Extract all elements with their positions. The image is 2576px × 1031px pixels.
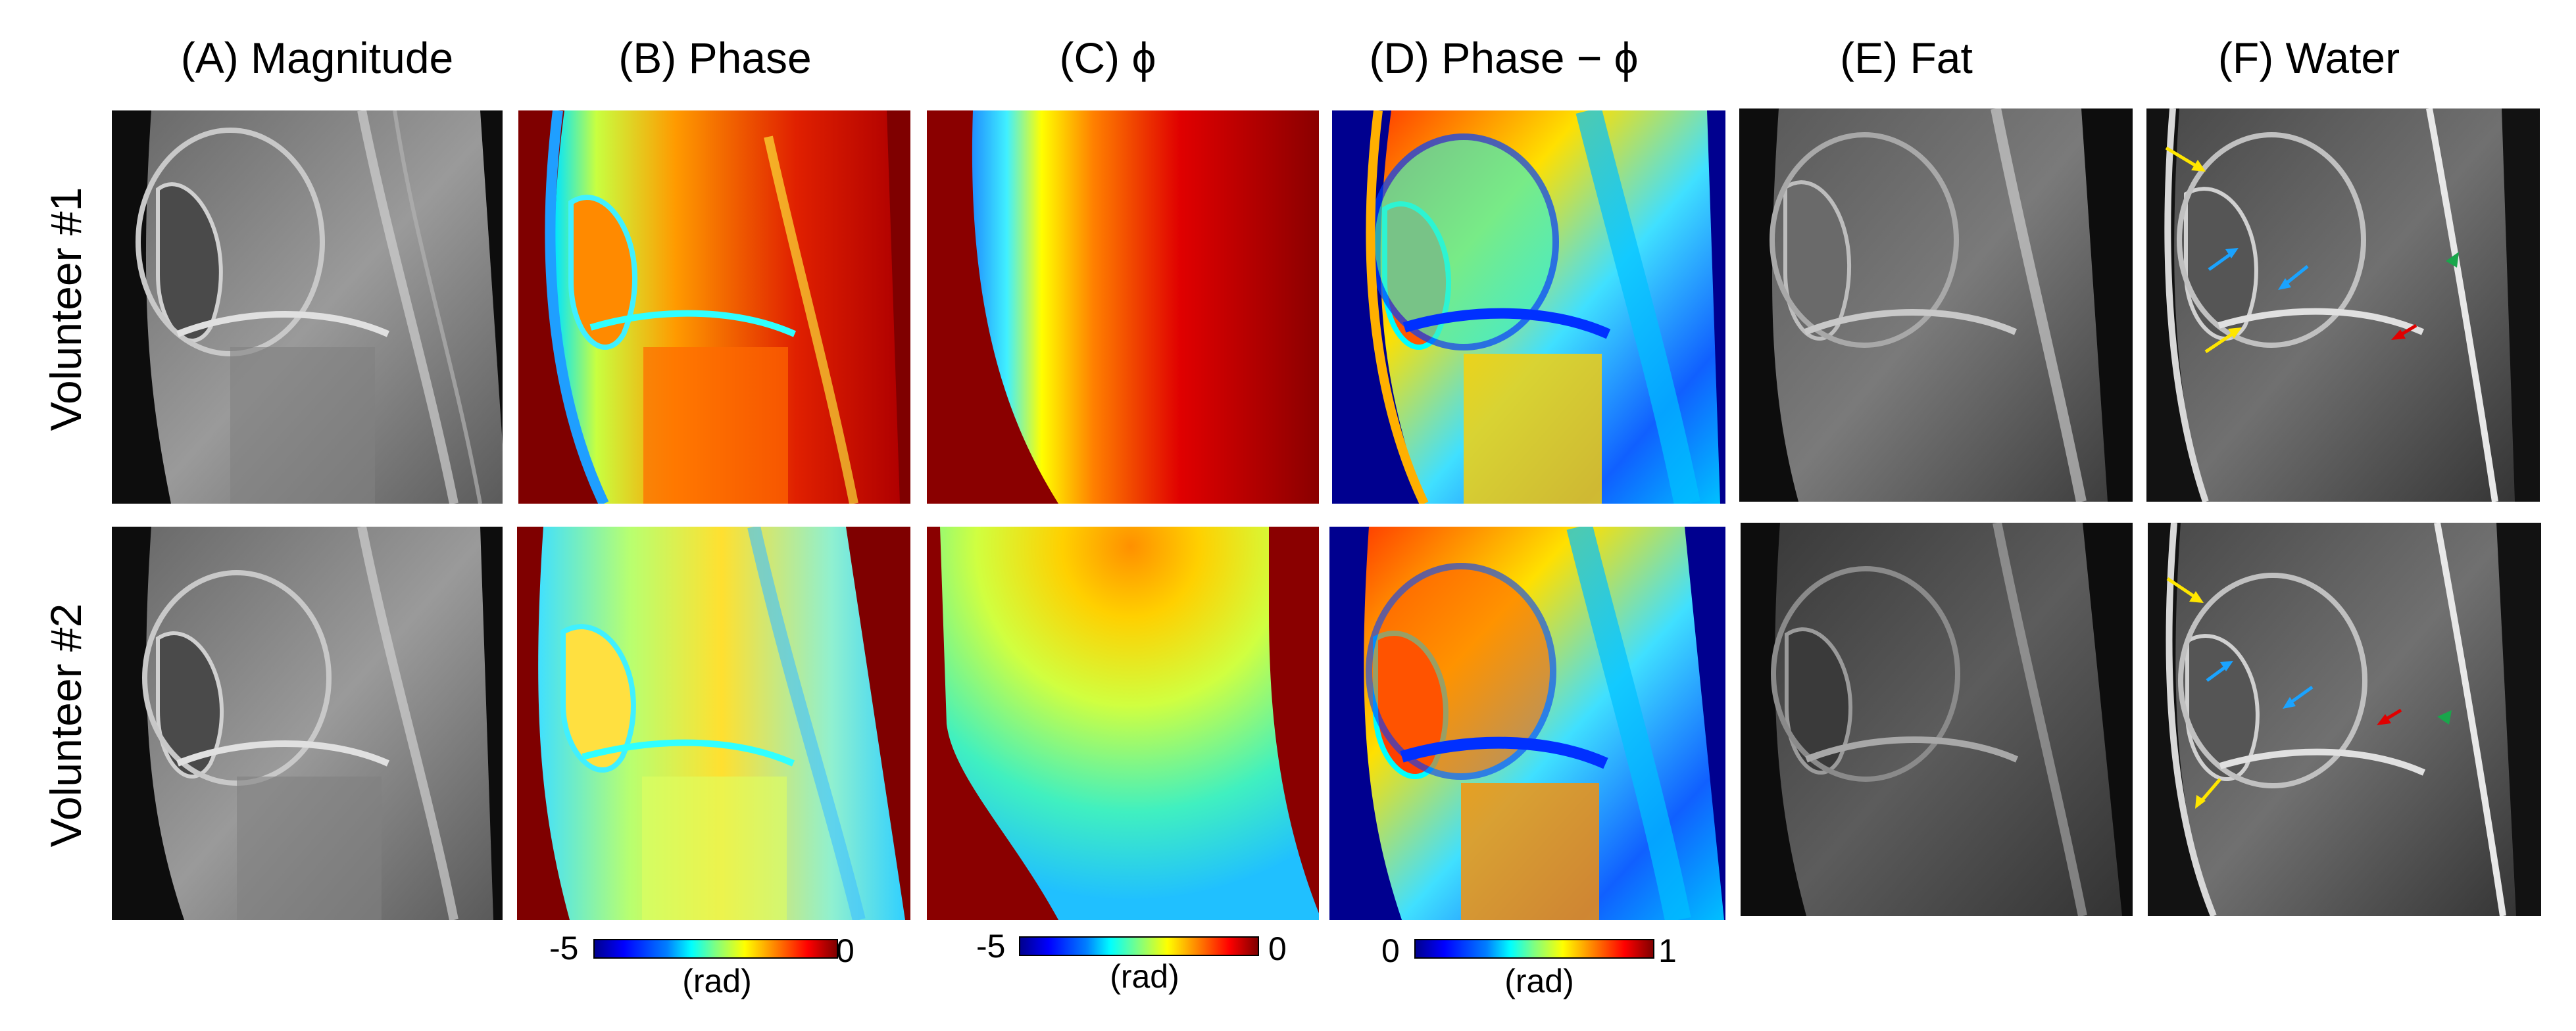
red-arrow-icon xyxy=(2377,708,2402,725)
column-title-fat: (E) Fat xyxy=(1840,34,1973,82)
yellow-arrow-icon xyxy=(2165,146,2206,172)
water-image-volunteer-2 xyxy=(2148,523,2541,916)
phase-minus-phi-image-volunteer-2 xyxy=(1329,527,1725,920)
column-title-phase: (B) Phase xyxy=(618,34,812,82)
blue-arrow-icon xyxy=(2283,685,2314,709)
colorbar-d-min: 0 xyxy=(1381,932,1400,969)
phase-image-volunteer-2 xyxy=(517,527,910,920)
blue-arrow-icon xyxy=(2206,661,2233,683)
column-title-water: (F) Water xyxy=(2217,34,2400,82)
colorbar-phi xyxy=(1019,936,1259,956)
colorbar-b-min: -5 xyxy=(549,930,579,967)
phase-minus-phi-image-volunteer-1 xyxy=(1332,110,1725,504)
fat-image-volunteer-1 xyxy=(1739,108,2133,502)
row-label-volunteer-2: Volunteer #2 xyxy=(41,603,90,848)
colorbar-d-unit: (rad) xyxy=(1504,963,1574,999)
column-title-magnitude: (A) Magnitude xyxy=(180,34,454,82)
colorbar-b-unit: (rad) xyxy=(682,963,752,999)
row-label-volunteer-1: Volunteer #1 xyxy=(41,187,90,431)
phi-map-volunteer-2 xyxy=(927,527,1319,920)
red-arrow-icon xyxy=(2391,324,2417,340)
colorbar-c-max: 0 xyxy=(1268,930,1287,967)
column-title-phi: (C) ϕ xyxy=(1059,34,1156,82)
yellow-arrow-icon xyxy=(2166,577,2204,603)
phase-image-volunteer-1 xyxy=(518,110,910,504)
colorbar-phase-minus-phi xyxy=(1414,939,1654,959)
yellow-arrow-icon xyxy=(2195,778,2221,809)
phi-map-volunteer-1 xyxy=(927,110,1319,504)
water-image-volunteer-1 xyxy=(2146,108,2540,502)
yellow-arrow-icon xyxy=(2204,327,2242,354)
blue-arrow-icon xyxy=(2278,265,2309,290)
magnitude-image-volunteer-2 xyxy=(112,527,503,920)
green-arrowhead-icon xyxy=(2446,252,2459,268)
column-title-phase-minus-phi: (D) Phase − ϕ xyxy=(1369,34,1639,82)
blue-arrow-icon xyxy=(2208,248,2239,272)
colorbar-phase xyxy=(593,939,838,959)
colorbar-c-min: -5 xyxy=(976,928,1006,965)
colorbar-b-max: 0 xyxy=(836,932,855,969)
colorbar-c-unit: (rad) xyxy=(1110,958,1179,995)
fat-image-volunteer-2 xyxy=(1741,523,2133,916)
magnitude-image-volunteer-1 xyxy=(112,110,503,504)
colorbar-d-max: 1 xyxy=(1658,932,1677,969)
green-arrowhead-icon xyxy=(2437,710,2452,725)
